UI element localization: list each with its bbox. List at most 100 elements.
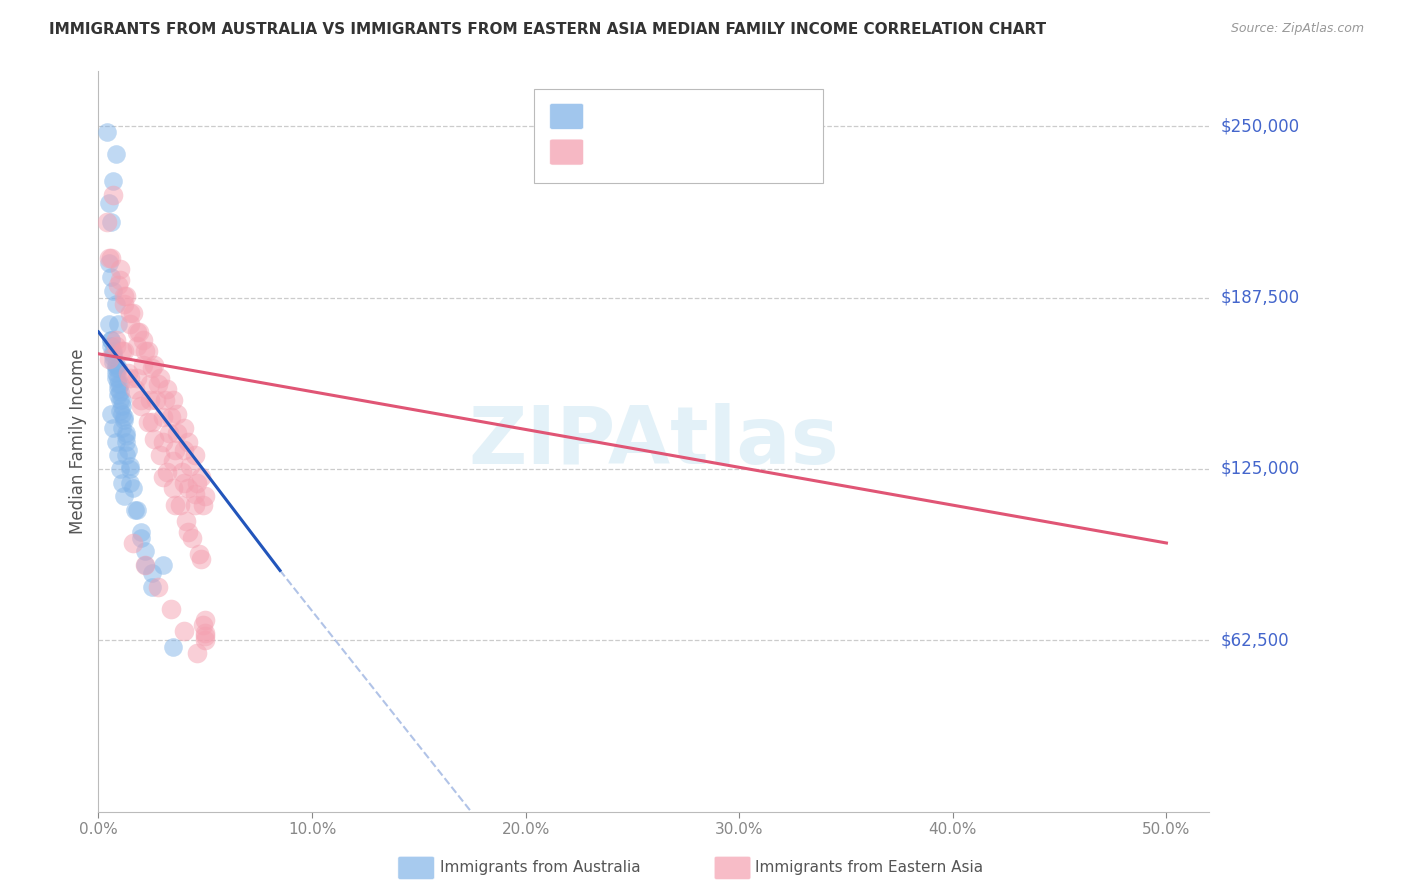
- Point: [103, 174, 125, 188]
- Point: [104, 333, 127, 347]
- Point: [104, 366, 127, 380]
- Point: [165, 498, 187, 512]
- Point: [152, 434, 174, 449]
- Point: [166, 426, 188, 441]
- Point: [100, 333, 122, 347]
- Text: $62,500: $62,500: [1220, 632, 1289, 649]
- Point: [107, 448, 129, 462]
- Point: [125, 338, 148, 352]
- Point: [141, 415, 163, 429]
- Point: [194, 629, 217, 643]
- Point: [121, 481, 143, 495]
- Point: [141, 360, 163, 375]
- Point: [100, 215, 122, 229]
- Point: [111, 475, 134, 490]
- Point: [98, 256, 121, 270]
- Point: [120, 475, 142, 490]
- Point: [162, 640, 184, 655]
- Point: [186, 475, 208, 490]
- Point: [111, 421, 134, 435]
- Point: [104, 297, 127, 311]
- Text: Source: ZipAtlas.com: Source: ZipAtlas.com: [1230, 22, 1364, 36]
- Point: [149, 371, 172, 385]
- Point: [160, 409, 183, 424]
- Point: [125, 371, 148, 385]
- Point: [166, 407, 188, 421]
- Point: [100, 333, 122, 347]
- Y-axis label: Median Family Income: Median Family Income: [69, 349, 87, 534]
- Point: [117, 366, 139, 380]
- Point: [194, 613, 217, 627]
- Point: [108, 376, 131, 391]
- Point: [107, 376, 129, 391]
- Point: [191, 618, 214, 632]
- Text: $250,000: $250,000: [1220, 117, 1299, 136]
- Point: [112, 409, 135, 424]
- Point: [177, 524, 200, 539]
- Point: [111, 399, 134, 413]
- Point: [132, 358, 155, 372]
- Text: N = 63: N = 63: [710, 109, 770, 123]
- Point: [107, 371, 129, 385]
- Point: [181, 531, 204, 545]
- Point: [187, 547, 209, 561]
- Point: [107, 317, 129, 331]
- Point: [136, 415, 159, 429]
- Point: [125, 503, 148, 517]
- Point: [107, 278, 129, 293]
- Point: [98, 251, 121, 265]
- Point: [120, 306, 142, 320]
- Point: [162, 393, 184, 408]
- Point: [112, 297, 135, 311]
- Point: [111, 393, 134, 408]
- Point: [115, 448, 138, 462]
- Point: [96, 125, 118, 139]
- Point: [148, 580, 170, 594]
- Text: N = 88: N = 88: [710, 145, 770, 159]
- Point: [108, 393, 131, 408]
- Point: [149, 448, 172, 462]
- Point: [160, 602, 183, 616]
- Point: [145, 393, 167, 408]
- Point: [117, 442, 139, 457]
- Point: [108, 462, 131, 476]
- Point: [115, 434, 138, 449]
- Point: [107, 360, 129, 375]
- Point: [129, 399, 152, 413]
- Point: [112, 344, 135, 359]
- Point: [190, 552, 212, 566]
- Point: [103, 284, 125, 298]
- Point: [100, 270, 122, 285]
- Point: [169, 498, 191, 512]
- Point: [103, 187, 125, 202]
- Point: [128, 325, 150, 339]
- Point: [152, 409, 174, 424]
- Point: [194, 489, 217, 503]
- Text: $187,500: $187,500: [1220, 289, 1299, 307]
- Point: [174, 514, 197, 528]
- Point: [183, 486, 205, 500]
- Point: [115, 426, 138, 441]
- Point: [136, 344, 159, 359]
- Point: [104, 360, 127, 375]
- Point: [173, 421, 195, 435]
- Point: [100, 407, 122, 421]
- Point: [112, 289, 135, 303]
- Point: [103, 421, 125, 435]
- Point: [177, 434, 200, 449]
- Point: [121, 306, 143, 320]
- Point: [104, 434, 127, 449]
- Point: [108, 404, 131, 418]
- Point: [143, 432, 166, 446]
- Point: [98, 317, 121, 331]
- Point: [108, 385, 131, 400]
- Point: [107, 383, 129, 397]
- Point: [194, 626, 217, 640]
- Point: [104, 358, 127, 372]
- Point: [98, 352, 121, 367]
- Point: [129, 393, 152, 408]
- Text: $125,000: $125,000: [1220, 460, 1299, 478]
- Point: [162, 481, 184, 495]
- Point: [191, 498, 214, 512]
- Point: [120, 371, 142, 385]
